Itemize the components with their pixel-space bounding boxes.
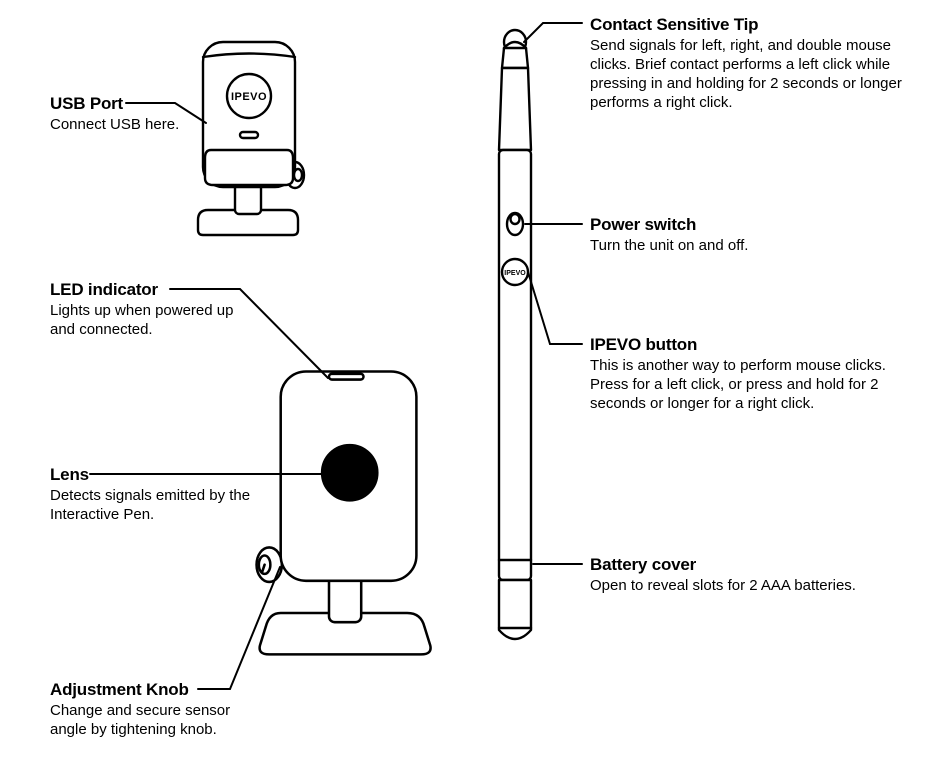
leader-ipevo-button <box>528 272 582 344</box>
sensor-front-device <box>257 372 431 655</box>
diagram-svg: IPEVO <box>0 0 930 768</box>
brand-text: IPEVO <box>231 91 267 103</box>
pen-device: IPEVO <box>499 30 531 639</box>
leader-contact-tip <box>524 23 582 42</box>
sensor-back-device: IPEVO <box>198 42 304 235</box>
leader-usb-port <box>126 103 206 123</box>
brand-text-pen: IPEVO <box>504 270 526 277</box>
leader-led-indicator <box>170 289 328 378</box>
